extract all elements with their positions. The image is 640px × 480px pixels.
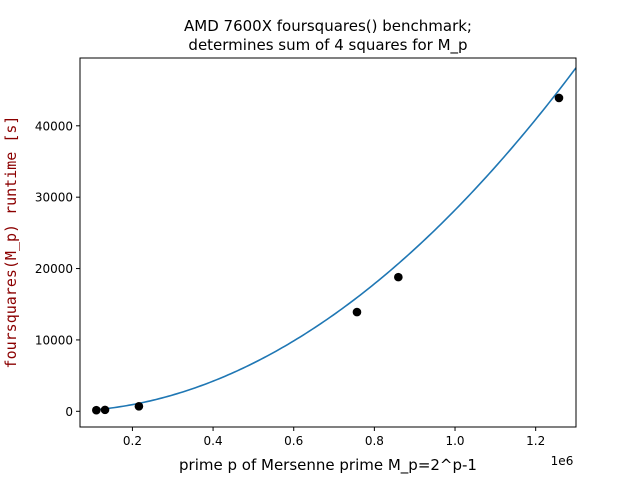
y-tick-label: 0 xyxy=(65,405,73,419)
fit-curve-layer xyxy=(96,67,577,411)
fit-curve xyxy=(96,67,577,411)
x-ticks: 0.2 0.4 0.6 0.8 1.0 1.2 xyxy=(123,427,545,448)
y-tick-label: 40000 xyxy=(35,119,73,133)
x-tick-label: 0.2 xyxy=(123,434,142,448)
data-point-6 xyxy=(554,93,564,103)
points-layer xyxy=(92,93,564,415)
data-point-5 xyxy=(394,272,403,282)
y-ticks: 0 10000 20000 30000 40000 xyxy=(35,119,80,419)
data-point-2 xyxy=(100,405,110,415)
plot-frame xyxy=(79,57,577,428)
x-tick-label: 1.2 xyxy=(526,434,545,448)
x-offset-label: 1e6 xyxy=(551,454,574,468)
data-point-4 xyxy=(352,307,362,317)
chart-title-line1: AMD 7600X foursquares() benchmark; xyxy=(184,17,472,35)
x-tick-label: 0.8 xyxy=(365,434,384,448)
x-axis-label: prime p of Mersenne prime M_p=2^p-1 xyxy=(179,456,477,475)
y-tick-label: 20000 xyxy=(35,262,73,276)
data-point-1 xyxy=(92,405,101,415)
chart-title-line2: determines sum of 4 squares for M_p xyxy=(188,36,467,55)
y-tick-label: 10000 xyxy=(35,333,73,347)
x-tick-label: 0.6 xyxy=(284,434,303,448)
plot-area xyxy=(80,58,576,427)
y-axis-label: foursquares(M_p) runtime [s] xyxy=(2,116,20,369)
y-tick-label: 30000 xyxy=(35,191,73,205)
x-tick-label: 0.4 xyxy=(204,434,223,448)
x-tick-label: 1.0 xyxy=(445,434,464,448)
data-point-3 xyxy=(134,402,144,411)
